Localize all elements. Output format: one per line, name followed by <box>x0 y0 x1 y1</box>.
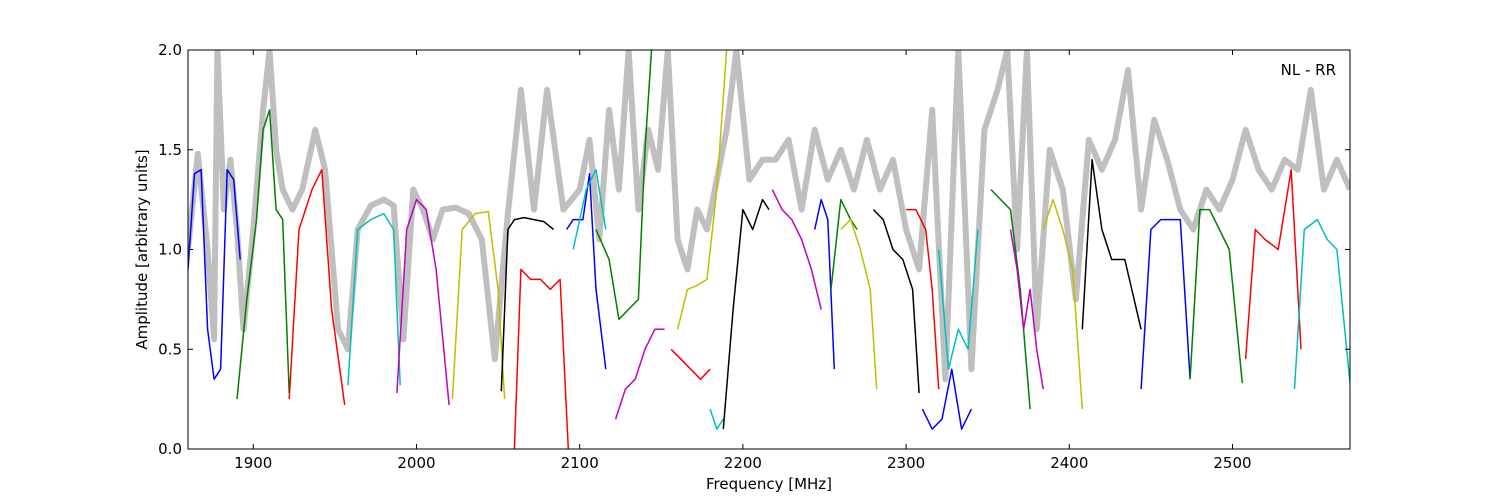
series-line-27 <box>1042 198 1084 410</box>
background-reference-line <box>188 50 1350 383</box>
series-line-8 <box>513 268 570 449</box>
plot-frame <box>187 49 1351 450</box>
series-line-30 <box>1189 208 1244 384</box>
y-tick-label: 2.0 <box>158 41 182 59</box>
series-line-12 <box>614 328 665 420</box>
series-line-19 <box>830 198 858 290</box>
y-tick-label: 1.5 <box>158 141 182 159</box>
series-line-15 <box>709 408 724 430</box>
series-line-23 <box>921 368 973 430</box>
series-line-6 <box>451 210 506 400</box>
x-axis-label: Frequency [MHz] <box>706 475 832 493</box>
series-line-14 <box>676 50 728 330</box>
y-tick-label: 0.5 <box>158 340 182 358</box>
y-tick-label: 0.0 <box>158 440 182 458</box>
y-tick-label: 1.0 <box>158 241 182 259</box>
series-line-4 <box>347 212 401 386</box>
series-line-2 <box>236 109 290 400</box>
series-layer <box>188 50 1350 449</box>
series-line-1 <box>188 168 241 380</box>
series-line-3 <box>288 168 346 406</box>
series-line-31 <box>1244 168 1302 360</box>
series-line-10 <box>572 168 607 250</box>
series-line-20 <box>840 218 878 390</box>
x-tick-label: 2000 <box>397 454 435 472</box>
series-line-24 <box>937 229 979 370</box>
x-tick-label: 2100 <box>561 454 599 472</box>
series-line-28 <box>1081 158 1142 330</box>
series-line-18 <box>813 198 836 370</box>
x-tick-label: 2400 <box>1050 454 1088 472</box>
series-line-32 <box>1293 218 1350 390</box>
x-tick-label: 2200 <box>724 454 762 472</box>
series-line-25 <box>990 189 1031 410</box>
series-line-26 <box>1009 229 1044 390</box>
series-line-29 <box>1140 218 1191 390</box>
series-line-21 <box>872 209 920 394</box>
x-tick-label: 1900 <box>234 454 272 472</box>
y-axis-label: Amplitude [arbitrary units] <box>133 149 151 349</box>
background-reference-layer <box>188 50 1350 383</box>
series-line-22 <box>906 208 940 390</box>
series-line-17 <box>771 189 822 310</box>
y-axis-ticks: 0.0 0.5 1.0 1.5 2.0 <box>158 41 1350 458</box>
series-line-9 <box>565 172 607 370</box>
series-line-11 <box>595 50 653 321</box>
series-line-16 <box>722 198 770 430</box>
chart-annotation: NL - RR <box>1281 61 1336 79</box>
x-axis-ticks: 1900 2000 2100 2200 2300 2400 2500 <box>234 50 1252 472</box>
series-line-7 <box>500 216 555 392</box>
x-tick-label: 2300 <box>887 454 925 472</box>
x-tick-label: 2500 <box>1213 454 1251 472</box>
series-line-5 <box>396 198 450 406</box>
series-line-13 <box>670 348 711 380</box>
